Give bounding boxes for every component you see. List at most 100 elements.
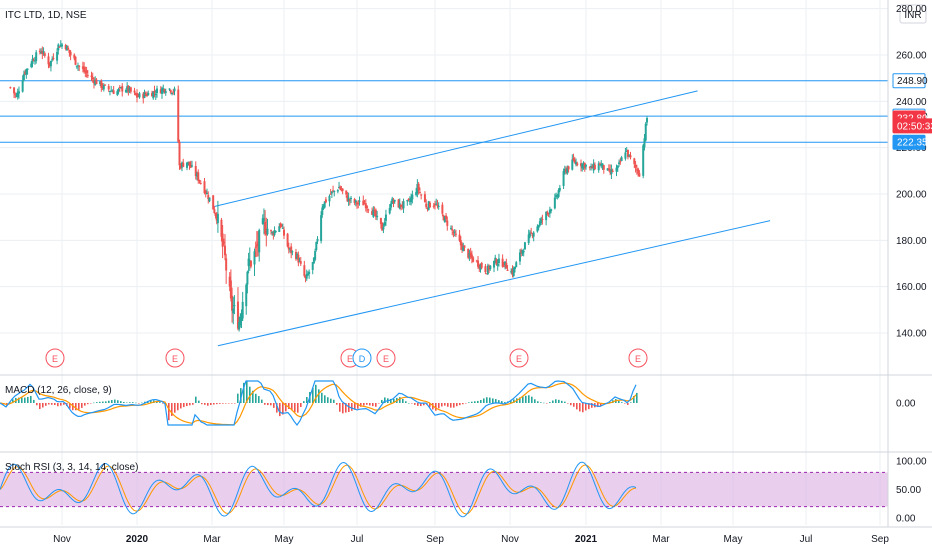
- earnings-marker[interactable]: E: [45, 348, 65, 368]
- candle-body: [163, 89, 166, 92]
- earnings-marker[interactable]: E: [509, 348, 529, 368]
- candle-body: [418, 192, 421, 194]
- candle-body: [120, 87, 123, 89]
- candle-body: [187, 161, 190, 164]
- horizontal-levels[interactable]: [0, 80, 888, 143]
- macd-histogram-bar: [399, 397, 401, 403]
- candle-body: [416, 184, 419, 194]
- price-tag: 222.35: [892, 134, 928, 150]
- macd-histogram-bar: [438, 403, 440, 409]
- candle-body: [373, 210, 376, 212]
- candle-body: [248, 260, 251, 264]
- candle-body: [637, 168, 640, 174]
- candle-body: [298, 261, 301, 263]
- candle-body: [527, 234, 530, 244]
- channel-upper-line[interactable]: [213, 90, 698, 208]
- candle-body: [515, 262, 518, 268]
- candle-body: [557, 190, 560, 197]
- earnings-marker[interactable]: E: [165, 348, 185, 368]
- candle-body: [294, 251, 297, 260]
- macd-histogram-bar: [105, 401, 107, 403]
- candle-body: [513, 266, 516, 270]
- candle-body: [9, 87, 12, 89]
- macd-histogram-bar: [204, 403, 206, 405]
- macd-histogram-bar: [72, 403, 74, 411]
- currency-label: INR: [904, 10, 921, 21]
- macd-histogram-bar: [198, 400, 200, 403]
- candle-body: [14, 93, 17, 95]
- macd-histogram-bar: [171, 403, 173, 416]
- candle-body: [245, 284, 248, 307]
- candle-body: [462, 246, 465, 252]
- candle-body: [92, 79, 95, 84]
- candle-body: [194, 166, 197, 177]
- macd-histogram-bar: [408, 402, 410, 404]
- macd-histogram-bar: [342, 403, 344, 414]
- trend-channel[interactable]: [213, 90, 771, 347]
- macd-histogram-bar: [474, 401, 476, 403]
- candle-body: [95, 79, 98, 85]
- candle-body: [100, 80, 103, 88]
- macd-histogram-bar: [579, 403, 581, 412]
- time-axis[interactable]: Nov 2020 Mar May Jul Sep Nov 2021 Mar May Jul Sep: [53, 534, 889, 545]
- macd-histogram-bar: [303, 401, 305, 403]
- candle-body: [357, 202, 360, 204]
- price-axis-label: 180.00: [896, 236, 927, 247]
- candle-body: [220, 219, 223, 237]
- macd-histogram-bar: [267, 403, 269, 406]
- macd-histogram-bar: [81, 403, 83, 408]
- macd-histogram-bar: [627, 403, 629, 405]
- candle-body: [223, 245, 226, 256]
- earnings-marker[interactable]: E: [628, 348, 648, 368]
- candle-body: [215, 215, 218, 221]
- dividend-marker[interactable]: D: [352, 348, 372, 368]
- macd-histogram-bar: [33, 399, 35, 403]
- macd-histogram-bar: [321, 392, 323, 403]
- macd-histogram-bar: [18, 397, 20, 403]
- candle-body: [42, 51, 45, 53]
- price-tag-text: 248.90: [897, 76, 928, 87]
- event-marker-label: D: [359, 354, 366, 364]
- macd-histogram-bar: [486, 397, 488, 403]
- candle-body: [121, 86, 124, 92]
- macd-histogram-bar: [447, 403, 449, 407]
- candle-body: [323, 201, 326, 208]
- channel-lower-line[interactable]: [217, 220, 771, 347]
- candle-body: [538, 221, 541, 226]
- candle-body: [266, 228, 269, 235]
- macd-histogram-bar: [78, 403, 80, 410]
- macd-histogram-bar: [423, 403, 425, 406]
- candle-body: [297, 254, 300, 263]
- macd-histogram-bar: [453, 403, 455, 408]
- price-tag-text: 02:50:33: [897, 121, 932, 132]
- candle-body: [13, 87, 16, 94]
- candle-body: [85, 70, 88, 74]
- candle-body: [376, 215, 379, 218]
- candle-body: [470, 254, 473, 259]
- macd-histogram-bar: [120, 401, 122, 403]
- candle-body: [161, 88, 163, 94]
- macd-histogram-bar: [633, 395, 635, 403]
- candle-body: [59, 44, 62, 47]
- candle-body: [563, 168, 566, 173]
- macd-histogram-bar: [366, 403, 368, 405]
- time-axis-label: Jul: [351, 534, 364, 545]
- price-tag: 248.90: [892, 73, 928, 89]
- macd-histogram-bar: [558, 399, 560, 403]
- candle-body: [138, 93, 141, 98]
- candle-body: [350, 197, 353, 200]
- macd-histogram-bar: [318, 389, 320, 403]
- earnings-marker[interactable]: E: [376, 348, 396, 368]
- candle-body: [128, 87, 131, 92]
- macd-histogram-bar: [456, 403, 458, 407]
- candle-body: [214, 213, 217, 216]
- time-axis-label: May: [724, 534, 743, 545]
- candle-body: [126, 86, 129, 90]
- candle-body: [168, 88, 171, 90]
- candle-body: [407, 198, 410, 201]
- candle-body: [567, 166, 570, 170]
- candle-body: [86, 75, 89, 77]
- currency-badge[interactable]: INR: [899, 4, 927, 24]
